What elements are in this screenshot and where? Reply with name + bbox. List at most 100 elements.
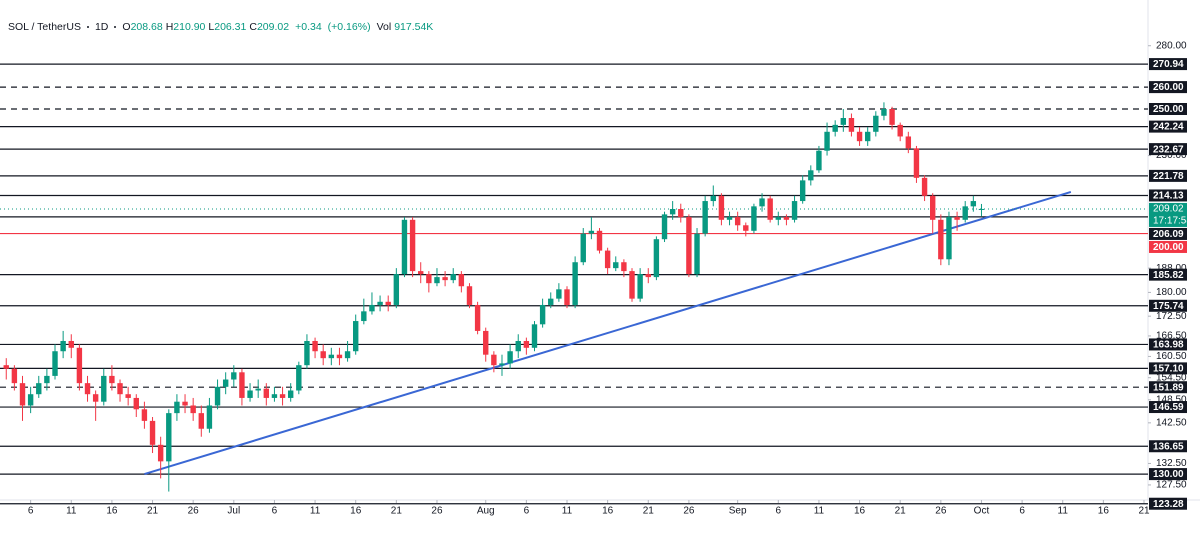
candle-body [669, 209, 676, 215]
candle-body [556, 289, 562, 299]
y-tick-label: 172.50 [1156, 311, 1187, 322]
legend-label: H [165, 21, 174, 33]
candle-body [198, 413, 204, 429]
candle-body [515, 340, 521, 352]
y-tick-label: 230.00 [1156, 150, 1187, 161]
candle-body [483, 330, 489, 355]
level-label-box [1149, 58, 1187, 71]
candle-body [68, 340, 74, 348]
candle-body [434, 277, 440, 284]
candle-body [231, 372, 237, 380]
symbol: SOL / TetherUS [8, 21, 81, 33]
x-tick-label: 21 [147, 506, 159, 517]
trendline [144, 190, 1072, 476]
candle-body [304, 340, 310, 366]
x-tick-label: 16 [1098, 506, 1110, 517]
level-label: 200.00 [1153, 242, 1184, 253]
level-label-box [1149, 120, 1187, 133]
x-tick-label: 11 [562, 506, 573, 517]
candle-body [824, 131, 830, 151]
level-label: 242.24 [1153, 122, 1184, 133]
candle-body [222, 379, 229, 387]
level-label: 250.00 [1153, 104, 1184, 115]
level-label: 157.10 [1153, 364, 1184, 375]
candle-body [458, 274, 465, 287]
candle-body [572, 262, 578, 305]
x-tick-label: 6 [28, 506, 34, 517]
candle-body [905, 136, 912, 149]
candle-body [336, 354, 343, 359]
countdown: 17:17:58 [1153, 216, 1192, 227]
candle-body [621, 262, 627, 272]
candle-body [27, 394, 34, 406]
candle-body [913, 148, 920, 178]
level-label-box [1149, 381, 1187, 394]
level-label-box [1149, 240, 1187, 253]
candle-body [702, 201, 708, 234]
candle-body [734, 217, 741, 226]
level-label: 130.00 [1153, 469, 1184, 480]
candle-body [856, 131, 863, 142]
candle-body [751, 206, 757, 231]
candle-body [564, 289, 570, 305]
x-tick-label: 21 [1138, 506, 1150, 517]
interval: 1D [94, 21, 109, 33]
level-label: 163.98 [1153, 340, 1184, 351]
candle-body [36, 383, 42, 395]
x-tick-label: Sep [729, 506, 747, 517]
level-label: 270.94 [1153, 59, 1184, 70]
candle-body [539, 304, 546, 325]
candle-body [109, 375, 115, 384]
candle-body [678, 209, 684, 218]
legend-label: L [208, 21, 215, 33]
candle-body [613, 262, 619, 269]
level-label: 260.00 [1153, 82, 1184, 93]
candle-body [141, 409, 148, 421]
level-label-box [1149, 189, 1187, 202]
candle-body [759, 198, 765, 207]
candle-body [19, 383, 26, 406]
legend-label: C [249, 21, 257, 33]
level-label: 232.67 [1153, 144, 1184, 155]
candle-body [637, 274, 643, 299]
candle-body [450, 274, 456, 281]
level-label-box [1149, 401, 1187, 414]
candle-body [962, 206, 968, 220]
candle-body [466, 286, 473, 305]
candle-body [978, 208, 985, 210]
candle-body [970, 201, 977, 207]
candle-body [873, 115, 879, 132]
candle-body [190, 405, 196, 414]
x-tick-label: 11 [310, 506, 321, 517]
candle-body [328, 354, 335, 359]
candle-body [743, 225, 749, 231]
candle-body [271, 394, 278, 398]
level-label: 175.74 [1153, 301, 1184, 312]
level-label-box [1149, 362, 1187, 375]
x-tick-label: 6 [524, 506, 530, 517]
candle-body [312, 340, 318, 352]
legend-value: 206.31 [214, 21, 247, 33]
candle-body [353, 321, 359, 352]
x-tick-label: 26 [431, 506, 443, 517]
candle-body [11, 368, 18, 384]
level-label-box [1149, 468, 1187, 481]
candle-body [523, 340, 530, 348]
candle-body [125, 394, 131, 398]
x-tick-label: 16 [602, 506, 614, 517]
x-tick-label: 16 [350, 506, 362, 517]
candle-body [206, 405, 213, 429]
candle-body [426, 274, 432, 284]
level-label-box [1149, 497, 1187, 510]
y-tick-label: 142.50 [1156, 417, 1187, 428]
y-tick-label: 160.50 [1156, 351, 1187, 362]
change: +0.34 [295, 21, 322, 33]
x-tick-label: 16 [106, 506, 118, 517]
x-tick-label: 26 [188, 506, 200, 517]
candle-body [531, 324, 538, 348]
level-label-box [1149, 103, 1187, 116]
candle-body [840, 118, 847, 125]
x-tick-label: 11 [66, 506, 77, 517]
